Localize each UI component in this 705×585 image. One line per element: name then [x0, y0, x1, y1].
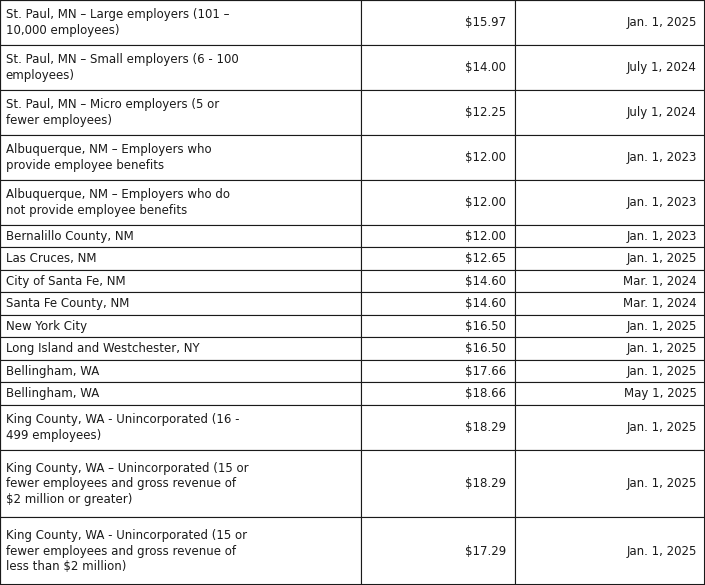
Text: $12.65: $12.65: [465, 252, 506, 265]
Bar: [361, 135, 515, 180]
Text: Jan. 1, 2025: Jan. 1, 2025: [626, 342, 697, 355]
Bar: [0, 450, 361, 518]
Bar: [0, 292, 361, 315]
Text: Jan. 1, 2025: Jan. 1, 2025: [626, 477, 697, 490]
Text: King County, WA – Unincorporated (15 or
fewer employees and gross revenue of
$2 : King County, WA – Unincorporated (15 or …: [6, 462, 248, 506]
Bar: [361, 405, 515, 450]
Bar: [0, 135, 361, 180]
Text: City of Santa Fe, NM: City of Santa Fe, NM: [6, 275, 125, 288]
Bar: [515, 360, 705, 383]
Bar: [361, 315, 515, 338]
Bar: [515, 247, 705, 270]
Text: $12.25: $12.25: [465, 106, 506, 119]
Text: $12.00: $12.00: [465, 151, 506, 164]
Text: Mar. 1, 2024: Mar. 1, 2024: [623, 297, 697, 310]
Bar: [361, 518, 515, 585]
Bar: [515, 338, 705, 360]
Text: $18.29: $18.29: [465, 421, 506, 434]
Text: St. Paul, MN – Large employers (101 –
10,000 employees): St. Paul, MN – Large employers (101 – 10…: [6, 8, 229, 37]
Text: Jan. 1, 2025: Jan. 1, 2025: [626, 545, 697, 558]
Text: Jan. 1, 2025: Jan. 1, 2025: [626, 320, 697, 333]
Text: $15.97: $15.97: [465, 16, 506, 29]
Bar: [361, 0, 515, 45]
Bar: [0, 45, 361, 90]
Bar: [361, 225, 515, 247]
Text: $18.66: $18.66: [465, 387, 506, 400]
Bar: [0, 383, 361, 405]
Bar: [515, 450, 705, 518]
Bar: [361, 383, 515, 405]
Text: Bellingham, WA: Bellingham, WA: [6, 365, 99, 378]
Bar: [515, 45, 705, 90]
Bar: [361, 338, 515, 360]
Text: Jan. 1, 2025: Jan. 1, 2025: [626, 365, 697, 378]
Text: $12.00: $12.00: [465, 196, 506, 209]
Text: $14.60: $14.60: [465, 275, 506, 288]
Bar: [361, 180, 515, 225]
Bar: [515, 292, 705, 315]
Text: Jan. 1, 2023: Jan. 1, 2023: [626, 151, 697, 164]
Text: $14.00: $14.00: [465, 61, 506, 74]
Text: $16.50: $16.50: [465, 342, 506, 355]
Text: Bellingham, WA: Bellingham, WA: [6, 387, 99, 400]
Text: Jan. 1, 2023: Jan. 1, 2023: [626, 196, 697, 209]
Bar: [361, 45, 515, 90]
Text: Las Cruces, NM: Las Cruces, NM: [6, 252, 96, 265]
Text: St. Paul, MN – Micro employers (5 or
fewer employees): St. Paul, MN – Micro employers (5 or few…: [6, 98, 219, 127]
Bar: [515, 518, 705, 585]
Bar: [361, 270, 515, 292]
Bar: [0, 90, 361, 135]
Text: Jan. 1, 2025: Jan. 1, 2025: [626, 16, 697, 29]
Bar: [0, 180, 361, 225]
Bar: [515, 135, 705, 180]
Text: Jan. 1, 2025: Jan. 1, 2025: [626, 421, 697, 434]
Bar: [0, 518, 361, 585]
Bar: [515, 180, 705, 225]
Bar: [0, 270, 361, 292]
Text: Jan. 1, 2025: Jan. 1, 2025: [626, 252, 697, 265]
Bar: [0, 315, 361, 338]
Bar: [0, 0, 361, 45]
Bar: [515, 90, 705, 135]
Bar: [515, 315, 705, 338]
Bar: [361, 292, 515, 315]
Bar: [0, 405, 361, 450]
Text: King County, WA - Unincorporated (15 or
fewer employees and gross revenue of
les: King County, WA - Unincorporated (15 or …: [6, 529, 247, 573]
Text: Albuquerque, NM – Employers who do
not provide employee benefits: Albuquerque, NM – Employers who do not p…: [6, 188, 230, 217]
Text: Long Island and Westchester, NY: Long Island and Westchester, NY: [6, 342, 200, 355]
Bar: [515, 0, 705, 45]
Bar: [361, 247, 515, 270]
Text: St. Paul, MN – Small employers (6 - 100
employees): St. Paul, MN – Small employers (6 - 100 …: [6, 53, 238, 82]
Bar: [515, 383, 705, 405]
Text: New York City: New York City: [6, 320, 87, 333]
Text: Albuquerque, NM – Employers who
provide employee benefits: Albuquerque, NM – Employers who provide …: [6, 143, 211, 172]
Bar: [361, 450, 515, 518]
Text: Jan. 1, 2023: Jan. 1, 2023: [626, 230, 697, 243]
Text: Mar. 1, 2024: Mar. 1, 2024: [623, 275, 697, 288]
Text: King County, WA - Unincorporated (16 -
499 employees): King County, WA - Unincorporated (16 - 4…: [6, 413, 239, 442]
Text: July 1, 2024: July 1, 2024: [627, 61, 697, 74]
Bar: [515, 225, 705, 247]
Bar: [361, 360, 515, 383]
Bar: [361, 90, 515, 135]
Text: Bernalillo County, NM: Bernalillo County, NM: [6, 230, 133, 243]
Text: $16.50: $16.50: [465, 320, 506, 333]
Text: $17.66: $17.66: [465, 365, 506, 378]
Text: $17.29: $17.29: [465, 545, 506, 558]
Text: $12.00: $12.00: [465, 230, 506, 243]
Text: Santa Fe County, NM: Santa Fe County, NM: [6, 297, 129, 310]
Text: May 1, 2025: May 1, 2025: [624, 387, 697, 400]
Bar: [515, 405, 705, 450]
Text: $14.60: $14.60: [465, 297, 506, 310]
Bar: [0, 338, 361, 360]
Bar: [515, 270, 705, 292]
Bar: [0, 225, 361, 247]
Text: July 1, 2024: July 1, 2024: [627, 106, 697, 119]
Bar: [0, 247, 361, 270]
Bar: [0, 360, 361, 383]
Text: $18.29: $18.29: [465, 477, 506, 490]
